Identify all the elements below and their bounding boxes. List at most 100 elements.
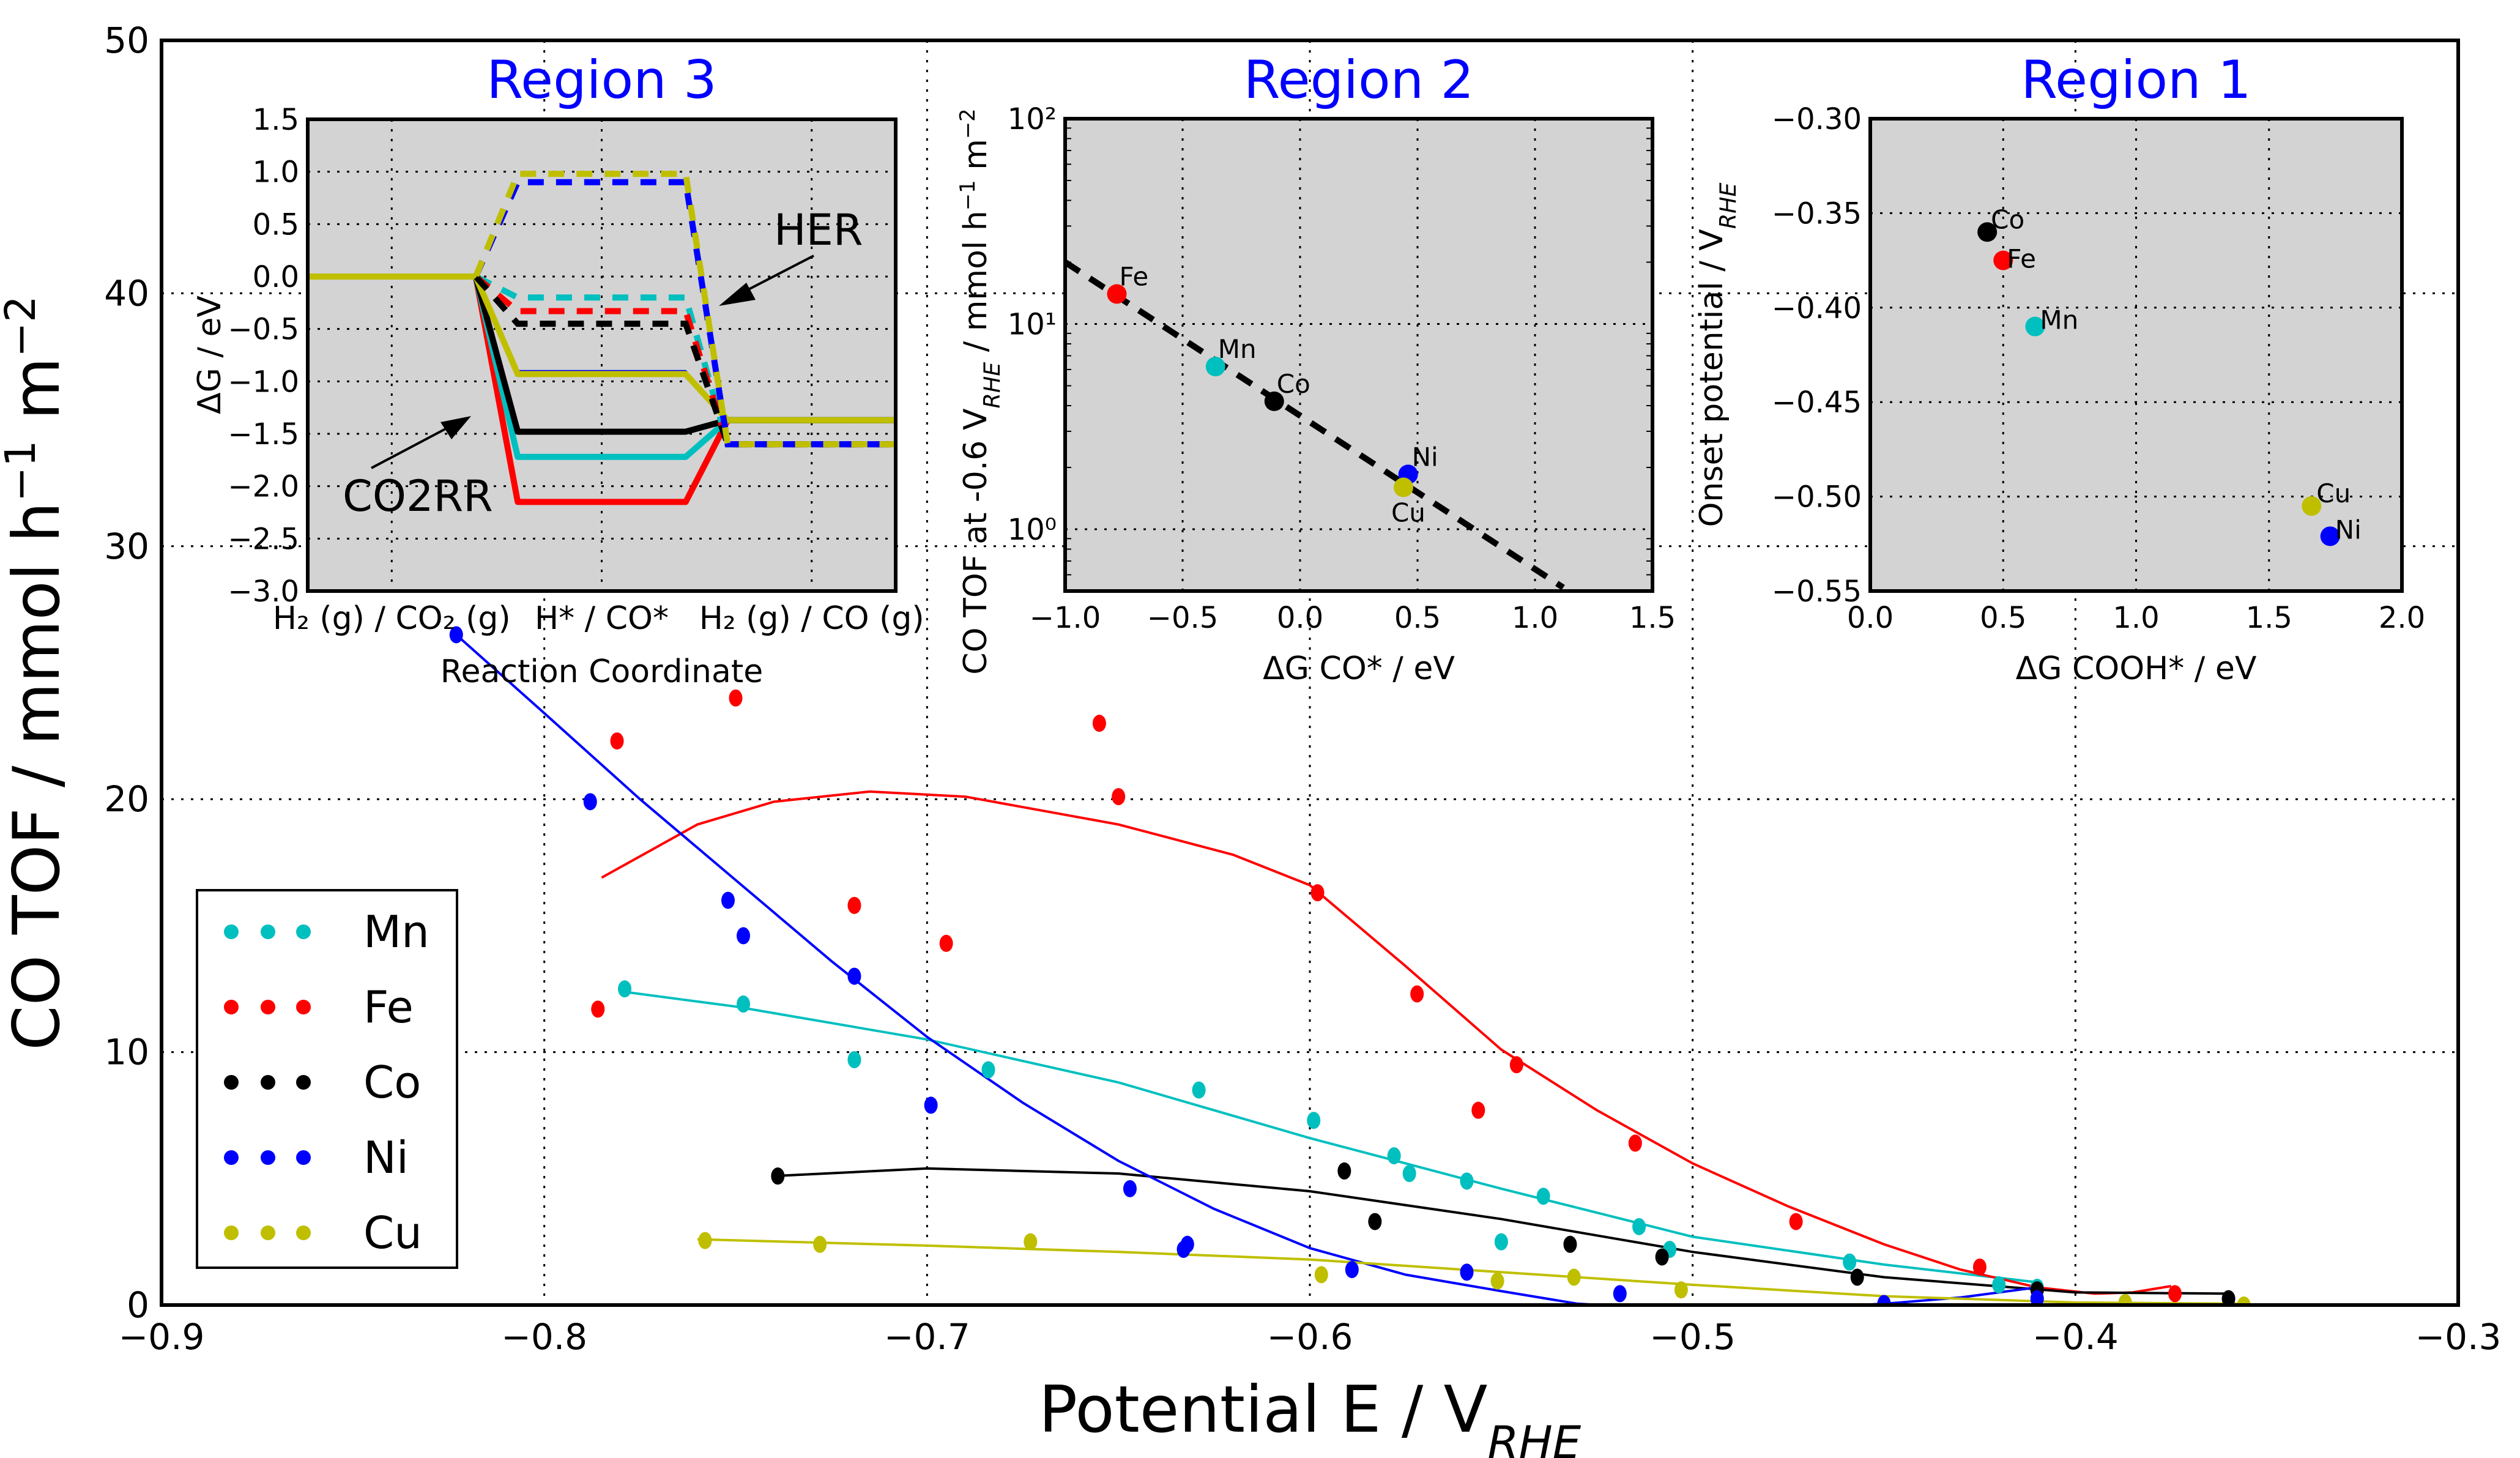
point-label-co: Co <box>1277 369 1310 399</box>
data-point-co <box>771 1167 785 1185</box>
her-arrow <box>740 255 814 295</box>
data-point-co <box>1850 1268 1864 1286</box>
y-tick-label: 10 <box>104 1032 149 1073</box>
legend-marker-co <box>261 1075 275 1090</box>
data-point-fe <box>1410 985 1424 1003</box>
region-1-frame <box>1868 117 2404 593</box>
y-tick-label: −0.40 <box>1772 291 1862 325</box>
x-tick-label: 1.5 <box>2246 601 2292 635</box>
x-axis-label: Potential E / VRHE <box>1039 1372 1582 1458</box>
data-point-co <box>1655 1248 1669 1266</box>
y-axis-label: CO TOF at -0.6 VRHE / mmol h−1 m−2 <box>956 108 1005 674</box>
data-point-mn <box>1387 1147 1401 1165</box>
data-point-fe <box>1628 1134 1642 1152</box>
x-axis-label: ΔG COOH* / eV <box>2016 650 2257 687</box>
point-label-fe: Fe <box>2007 244 2036 274</box>
y-tick-label: −1.5 <box>228 417 299 452</box>
data-point-mn <box>2025 316 2045 337</box>
x-axis-label: Reaction Coordinate <box>440 653 763 690</box>
data-point-ni <box>1460 1263 1474 1281</box>
data-point-mn <box>981 1061 995 1079</box>
point-label-ni: Ni <box>1412 442 1438 472</box>
data-point-cu <box>2237 1296 2251 1305</box>
fit-line-co <box>773 1167 2229 1295</box>
data-point-ni <box>449 626 463 644</box>
co2rr-arrowhead <box>440 416 471 439</box>
region-2-background <box>1065 119 1652 591</box>
y-tick-label: −2.0 <box>228 470 299 504</box>
legend-label-mn: Mn <box>363 906 429 958</box>
y-tick-label: 30 <box>104 526 149 567</box>
data-point-fe <box>939 934 953 952</box>
data-point-cu <box>813 1235 827 1253</box>
main-plot-frame <box>160 39 2460 1307</box>
legend-marker-cu <box>224 1226 239 1240</box>
data-point-co <box>1264 391 1284 411</box>
point-label-mn: Mn <box>1218 334 1257 364</box>
co2rr-annotation: CO2RR <box>343 471 493 521</box>
y-tick-label: −0.35 <box>1772 196 1862 231</box>
data-point-co <box>2221 1290 2236 1305</box>
legend-label-co: Co <box>363 1057 421 1108</box>
state-label: H₂ (g) / CO₂ (g) <box>273 600 511 637</box>
y-tick-label: 40 <box>104 272 149 314</box>
data-point-fe <box>729 689 743 707</box>
x-tick-label: 1.0 <box>1512 601 1558 635</box>
data-point-mn <box>1632 1218 1646 1235</box>
x-tick-label: 0.5 <box>1980 601 2026 635</box>
data-point-ni <box>924 1096 938 1114</box>
legend-marker-fe <box>261 1000 275 1014</box>
data-point-co <box>1563 1235 1577 1253</box>
legend-marker-co <box>224 1075 239 1090</box>
legend-marker-mn <box>224 924 239 939</box>
y-tick-label: 0.0 <box>253 260 299 294</box>
data-point-fe <box>847 896 861 914</box>
data-point-mn <box>618 980 632 998</box>
trend-line <box>1063 259 1565 590</box>
data-point-fe <box>1112 788 1126 806</box>
data-point-fe <box>591 1000 605 1018</box>
x-tick-label: −0.3 <box>2415 1316 2502 1358</box>
data-point-ni <box>847 967 861 985</box>
data-point-ni <box>1877 1295 1891 1305</box>
y-tick-label: −0.45 <box>1772 385 1862 420</box>
her-arrowhead <box>719 283 756 306</box>
legend-marker-fe <box>296 1000 311 1014</box>
y-tick-label: −1.0 <box>228 365 299 399</box>
y-tick-label: −0.55 <box>1772 575 1862 609</box>
data-point-fe <box>1092 715 1106 732</box>
y-axis-label: CO TOF / mmol h−1 m−2 <box>0 296 74 1050</box>
data-point-ni <box>2320 526 2340 546</box>
legend-label-fe: Fe <box>363 981 414 1033</box>
region-2-frame <box>1063 117 1654 593</box>
state-label: H* / CO* <box>535 600 669 637</box>
region-1-title: Region 1 <box>2021 50 2251 111</box>
legend-marker-cu <box>296 1226 311 1240</box>
data-point-cu <box>1567 1268 1581 1286</box>
region-3-title: Region 3 <box>486 50 716 111</box>
her-line-co <box>308 273 896 448</box>
legend-marker-fe <box>224 1000 239 1014</box>
data-point-ni <box>1613 1285 1627 1303</box>
data-point-cu <box>2118 1293 2132 1305</box>
data-point-ni <box>1123 1180 1137 1197</box>
y-axis-label: ΔG / eV <box>191 296 228 414</box>
data-point-mn <box>847 1051 861 1069</box>
co2rr-line-cu <box>308 273 896 423</box>
data-point-fe <box>2168 1285 2182 1303</box>
data-point-co <box>1977 222 1998 242</box>
data-point-cu <box>2302 496 2322 516</box>
region-3-frame <box>306 117 898 593</box>
data-point-fe <box>1993 250 2013 270</box>
data-point-ni <box>721 891 735 909</box>
legend-marker-co <box>296 1075 311 1090</box>
y-tick-label: −0.5 <box>228 313 299 347</box>
fit-line-cu <box>697 1238 2248 1305</box>
data-point-fe <box>1972 1258 1987 1276</box>
region-1-inset: 0.0 0.5 1.0 1.5 2.0 −0.55 −0.50 −0.45 −0.40 −0.35… <box>1693 50 2425 687</box>
data-point-mn <box>1402 1165 1416 1183</box>
data-point-mn <box>1460 1172 1474 1190</box>
y-tick-label: −0.50 <box>1772 480 1862 515</box>
legend-marker-cu <box>261 1226 275 1240</box>
